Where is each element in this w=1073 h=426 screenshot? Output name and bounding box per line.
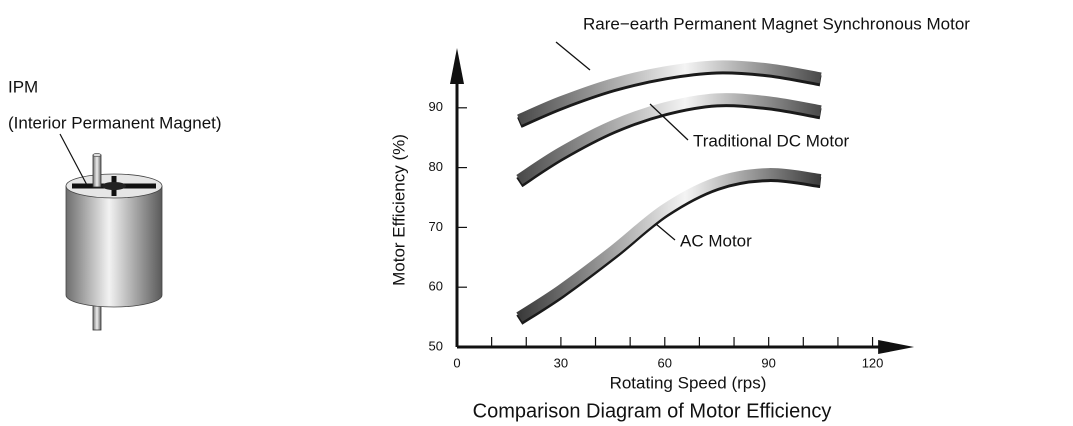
x-tick-label: 90 bbox=[761, 355, 775, 370]
efficiency-curve bbox=[519, 174, 820, 318]
x-axis-label: Rotating Speed (rps) bbox=[610, 373, 767, 392]
illustration-label: IPM bbox=[8, 77, 38, 96]
y-tick-label: 90 bbox=[429, 99, 443, 114]
x-axis-arrow bbox=[878, 340, 914, 354]
motor-illustration bbox=[60, 134, 162, 330]
y-tick-label: 50 bbox=[429, 338, 443, 353]
x-tick-label: 120 bbox=[862, 355, 884, 370]
series-label: Traditional DC Motor bbox=[693, 131, 850, 150]
chart: IPM (Interior Permanent Magnet) Comparis… bbox=[0, 0, 1073, 426]
y-axis-label: Motor Efficiency (%) bbox=[389, 134, 408, 286]
y-tick-label: 70 bbox=[429, 219, 443, 234]
illustration-caption: (Interior Permanent Magnet) bbox=[8, 113, 222, 132]
page: {"illustration": {"label": "IPM", "capti… bbox=[0, 0, 1073, 426]
x-tick-label: 60 bbox=[658, 355, 672, 370]
x-tick-label: 0 bbox=[453, 355, 460, 370]
series-label: AC Motor bbox=[680, 231, 752, 250]
y-tick-label: 80 bbox=[429, 159, 443, 174]
y-axis-arrow bbox=[450, 48, 464, 84]
x-tick-label: 30 bbox=[554, 355, 568, 370]
chart-title: Comparison Diagram of Motor Efficiency bbox=[473, 400, 832, 422]
series-label: Rare−earth Permanent Magnet Synchronous … bbox=[583, 14, 970, 33]
leader-line bbox=[556, 42, 590, 70]
leader-line bbox=[656, 224, 675, 240]
y-tick-label: 60 bbox=[429, 279, 443, 294]
